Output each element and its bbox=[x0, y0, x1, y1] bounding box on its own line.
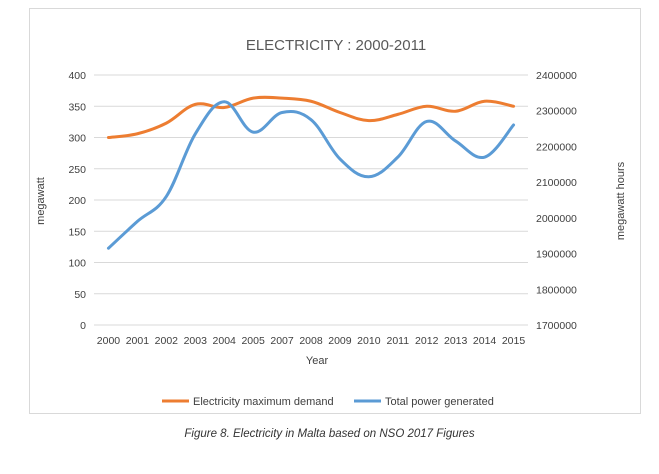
left-tick-label: 50 bbox=[74, 289, 86, 301]
left-tick-label: 350 bbox=[68, 101, 86, 113]
legend-label-demand: Electricity maximum demand bbox=[193, 396, 334, 408]
x-tick-label: 2012 bbox=[415, 335, 439, 347]
right-tick-label: 1900000 bbox=[536, 249, 577, 261]
x-tick-label: 2008 bbox=[299, 335, 323, 347]
x-axis-ticks: 2000 2001 2002 2003 2004 2005 2007 2008 2009 2010… bbox=[97, 335, 526, 347]
chart-frame: ELECTRICITY : 2000-2011 0 50 100 150 200 250 3… bbox=[29, 8, 641, 414]
series-line-power-generated bbox=[106, 100, 516, 250]
series-line-maximum-demand bbox=[106, 95, 516, 139]
right-tick-label: 2300000 bbox=[536, 106, 577, 118]
right-tick-label: 2200000 bbox=[536, 141, 577, 153]
series-layer bbox=[106, 95, 516, 250]
left-tick-label: 150 bbox=[68, 226, 86, 238]
legend: Electricity maximum demand Total power g… bbox=[162, 396, 494, 408]
line-chart: ELECTRICITY : 2000-2011 0 50 100 150 200 250 3… bbox=[35, 37, 627, 408]
x-tick-label: 2005 bbox=[241, 335, 265, 347]
x-tick-label: 2002 bbox=[155, 335, 179, 347]
x-tick-label: 2009 bbox=[328, 335, 352, 347]
x-tick-label: 2010 bbox=[357, 335, 381, 347]
chart-title: ELECTRICITY : 2000-2011 bbox=[246, 37, 426, 54]
right-axis-ticks: 1700000 1800000 1900000 2000000 2100000 22000… bbox=[536, 70, 577, 332]
x-tick-label: 2013 bbox=[444, 335, 468, 347]
x-tick-label: 2000 bbox=[97, 335, 121, 347]
left-tick-label: 100 bbox=[68, 258, 86, 270]
x-tick-label: 2015 bbox=[502, 335, 526, 347]
right-axis-title: megawatt hours bbox=[615, 161, 627, 240]
x-tick-label: 2014 bbox=[473, 335, 497, 347]
x-tick-label: 2001 bbox=[126, 335, 150, 347]
right-tick-label: 1700000 bbox=[536, 320, 577, 332]
left-tick-label: 300 bbox=[68, 133, 86, 145]
right-tick-label: 2100000 bbox=[536, 177, 577, 189]
left-axis-title: megawatt bbox=[35, 177, 47, 225]
right-tick-label: 2000000 bbox=[536, 213, 577, 225]
left-tick-label: 250 bbox=[68, 164, 86, 176]
right-tick-label: 1800000 bbox=[536, 284, 577, 296]
left-tick-label: 0 bbox=[80, 320, 86, 332]
left-tick-label: 400 bbox=[68, 70, 86, 82]
x-tick-label: 2004 bbox=[213, 335, 237, 347]
figure-caption: Figure 8. Electricity in Malta based on … bbox=[184, 428, 475, 440]
legend-label-generated: Total power generated bbox=[385, 396, 494, 408]
x-tick-label: 2011 bbox=[387, 335, 410, 347]
x-tick-label: 2003 bbox=[184, 335, 208, 347]
left-axis-ticks: 0 50 100 150 200 250 300 350 400 bbox=[68, 70, 86, 332]
x-axis-title: Year bbox=[306, 355, 329, 367]
left-tick-label: 200 bbox=[68, 195, 86, 207]
gridlines bbox=[94, 74, 528, 326]
right-tick-label: 2400000 bbox=[536, 70, 577, 82]
x-tick-label: 2007 bbox=[270, 335, 294, 347]
